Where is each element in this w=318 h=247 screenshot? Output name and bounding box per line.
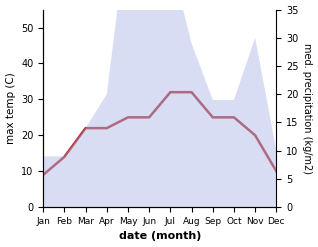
X-axis label: date (month): date (month): [119, 231, 201, 242]
Y-axis label: max temp (C): max temp (C): [5, 72, 16, 144]
Y-axis label: med. precipitation (kg/m2): med. precipitation (kg/m2): [302, 43, 313, 174]
